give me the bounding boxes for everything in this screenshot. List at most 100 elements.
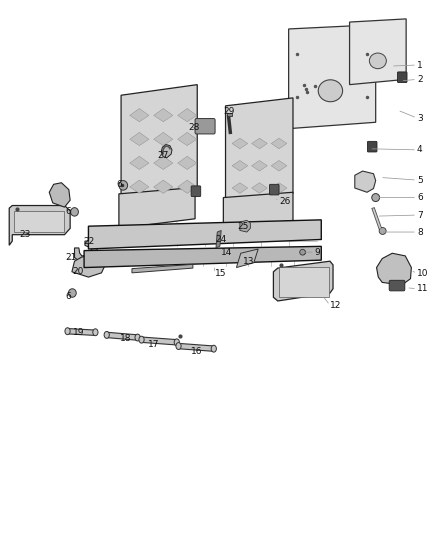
- Polygon shape: [94, 233, 104, 245]
- Polygon shape: [178, 109, 197, 122]
- Polygon shape: [154, 156, 173, 169]
- Polygon shape: [355, 171, 376, 192]
- Ellipse shape: [369, 53, 386, 69]
- Polygon shape: [271, 160, 287, 171]
- Polygon shape: [252, 138, 267, 149]
- FancyBboxPatch shape: [191, 186, 201, 197]
- Text: 3: 3: [417, 114, 423, 123]
- Polygon shape: [178, 132, 197, 146]
- Polygon shape: [226, 98, 293, 204]
- Ellipse shape: [93, 329, 98, 336]
- Polygon shape: [240, 220, 251, 232]
- Ellipse shape: [71, 208, 78, 216]
- Polygon shape: [119, 188, 195, 228]
- Text: 20: 20: [72, 268, 84, 276]
- Bar: [14, 211, 64, 232]
- Ellipse shape: [300, 249, 305, 255]
- Polygon shape: [273, 261, 333, 301]
- Polygon shape: [232, 160, 248, 171]
- Ellipse shape: [119, 181, 127, 190]
- FancyBboxPatch shape: [195, 118, 215, 134]
- Polygon shape: [161, 144, 172, 158]
- Ellipse shape: [104, 332, 110, 338]
- Ellipse shape: [65, 328, 70, 335]
- Text: 21: 21: [65, 253, 77, 262]
- Text: 28: 28: [188, 123, 200, 132]
- Text: 13: 13: [243, 257, 254, 265]
- Text: 19: 19: [73, 328, 85, 337]
- Ellipse shape: [176, 343, 181, 350]
- Polygon shape: [377, 253, 411, 285]
- FancyBboxPatch shape: [389, 280, 405, 291]
- Text: 1: 1: [417, 61, 423, 69]
- Text: 6: 6: [417, 193, 423, 202]
- Polygon shape: [289, 25, 376, 128]
- Polygon shape: [178, 343, 215, 351]
- Text: 15: 15: [215, 269, 226, 278]
- Text: 25: 25: [238, 222, 249, 231]
- Text: 8: 8: [417, 228, 423, 237]
- Polygon shape: [154, 109, 173, 122]
- Polygon shape: [9, 206, 70, 245]
- Text: 9: 9: [315, 248, 321, 257]
- Ellipse shape: [135, 334, 140, 341]
- FancyBboxPatch shape: [367, 141, 377, 152]
- Polygon shape: [88, 220, 321, 249]
- Text: 26: 26: [279, 197, 290, 206]
- Text: 22: 22: [83, 237, 95, 246]
- Polygon shape: [232, 138, 248, 149]
- Ellipse shape: [174, 339, 180, 346]
- Polygon shape: [252, 160, 267, 171]
- Polygon shape: [223, 192, 293, 228]
- Polygon shape: [154, 180, 173, 193]
- Ellipse shape: [68, 289, 76, 297]
- Ellipse shape: [139, 336, 144, 343]
- Text: 6: 6: [65, 207, 71, 216]
- Polygon shape: [232, 183, 248, 193]
- Text: 11: 11: [417, 284, 428, 293]
- Polygon shape: [350, 19, 406, 85]
- Polygon shape: [130, 109, 149, 122]
- Polygon shape: [106, 332, 138, 340]
- Polygon shape: [227, 113, 232, 116]
- Bar: [279, 266, 329, 297]
- Text: 7: 7: [417, 211, 423, 220]
- Polygon shape: [141, 337, 178, 345]
- FancyBboxPatch shape: [269, 184, 279, 195]
- Polygon shape: [130, 132, 149, 146]
- Text: 27: 27: [157, 151, 169, 160]
- Text: 6: 6: [117, 180, 123, 189]
- Polygon shape: [178, 180, 197, 193]
- Text: 16: 16: [191, 347, 202, 356]
- Polygon shape: [121, 85, 197, 204]
- Polygon shape: [154, 132, 173, 146]
- Polygon shape: [72, 256, 105, 277]
- Text: 29: 29: [223, 107, 235, 116]
- Text: 23: 23: [20, 230, 31, 239]
- Polygon shape: [84, 246, 321, 268]
- Polygon shape: [67, 328, 96, 335]
- Polygon shape: [130, 156, 149, 169]
- Polygon shape: [49, 183, 70, 207]
- FancyBboxPatch shape: [397, 72, 407, 83]
- Polygon shape: [130, 180, 149, 193]
- Text: 4: 4: [417, 146, 423, 155]
- Ellipse shape: [379, 228, 386, 235]
- Text: 6: 6: [65, 292, 71, 301]
- Polygon shape: [74, 241, 97, 262]
- Polygon shape: [271, 183, 287, 193]
- Text: 14: 14: [221, 248, 233, 257]
- Polygon shape: [132, 264, 193, 273]
- Ellipse shape: [211, 345, 216, 352]
- Ellipse shape: [318, 80, 343, 102]
- Text: 10: 10: [417, 269, 428, 278]
- Polygon shape: [178, 156, 197, 169]
- Polygon shape: [271, 138, 287, 149]
- Polygon shape: [237, 249, 258, 268]
- Text: 2: 2: [417, 75, 423, 84]
- Polygon shape: [216, 230, 221, 248]
- Ellipse shape: [372, 193, 380, 201]
- Text: 17: 17: [148, 340, 159, 349]
- Polygon shape: [252, 183, 267, 193]
- Text: 18: 18: [120, 334, 132, 343]
